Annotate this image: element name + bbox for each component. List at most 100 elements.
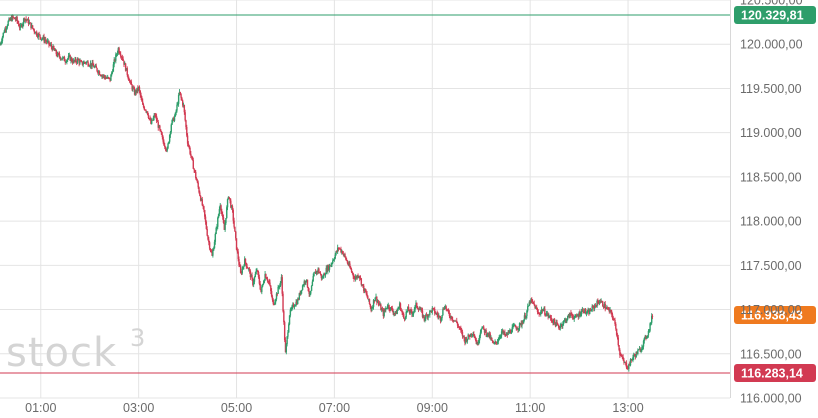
candle-body (212, 248, 215, 251)
candle-body (359, 278, 362, 280)
candle-body (123, 60, 125, 65)
candle-body (346, 260, 349, 264)
candle-body (88, 65, 90, 67)
candle-body (542, 310, 544, 312)
candle-body (315, 271, 318, 274)
candle-body (567, 314, 570, 317)
candle-body (447, 309, 449, 311)
candle-body (27, 19, 29, 21)
candle-body (639, 348, 641, 352)
candle-body (274, 299, 277, 303)
candle-body (403, 318, 406, 320)
y-tick-label: 120.000,00 (740, 38, 803, 52)
candle-body (308, 291, 310, 294)
candle-body (544, 314, 547, 316)
candle-body (501, 330, 504, 332)
candle-body (23, 18, 26, 21)
candle-body (362, 284, 364, 286)
candle-body (298, 293, 301, 300)
candle-body (83, 62, 85, 64)
candle-body (212, 250, 214, 256)
candle-body (162, 137, 164, 142)
candle-body (189, 147, 191, 154)
candle-body (36, 31, 38, 36)
candle-body (181, 97, 183, 101)
candle-body (447, 309, 450, 313)
candle-body (5, 27, 8, 30)
candle-body (533, 303, 535, 305)
candle-body (513, 325, 516, 327)
candle-body (525, 316, 527, 319)
candle-body (323, 274, 326, 276)
candle-body (626, 367, 628, 369)
candle-body (372, 300, 375, 307)
reference-badge (734, 6, 816, 25)
candle-body (539, 313, 541, 315)
candle-body (451, 319, 454, 321)
candle-body (354, 276, 357, 279)
candle-body (293, 306, 296, 308)
x-axis: 01:00 03:00 05:00 07:00 09:00 11:00 13:00 (25, 401, 644, 415)
candle-body (209, 248, 212, 251)
candle-body (280, 277, 283, 282)
candle-body (186, 135, 189, 144)
candle-body (147, 114, 150, 119)
y-tick-label: 117.000,00 (740, 303, 802, 317)
candle-body (176, 104, 178, 111)
candle-body (532, 301, 535, 304)
candle-body (50, 44, 53, 48)
candle-body (57, 53, 59, 57)
reference-badge-label: 120.329,81 (741, 9, 804, 23)
candle-body (343, 254, 345, 255)
candle-body (564, 319, 566, 321)
candle-body (16, 17, 18, 22)
candle-body (393, 313, 395, 314)
candle-body (20, 24, 22, 26)
candle-body (373, 300, 376, 302)
candle-body (275, 293, 278, 300)
candle-body (575, 315, 577, 317)
candle-body (236, 249, 239, 252)
candle-body (177, 95, 180, 104)
candle-body (649, 323, 651, 331)
candle-body (268, 281, 270, 283)
candle-body (58, 53, 60, 55)
candle-body (540, 311, 542, 315)
candle-body (148, 118, 150, 119)
candle-body (224, 223, 226, 230)
candle-body (197, 182, 199, 188)
candle-body (210, 250, 212, 253)
candle-body (389, 307, 392, 311)
candle-body (41, 38, 44, 40)
candle-body (301, 289, 303, 291)
candle-body (421, 310, 424, 317)
candle-body (85, 61, 88, 63)
candle-body (251, 275, 253, 279)
candle-body (21, 24, 23, 27)
candle-body (36, 35, 39, 37)
candle-body (45, 40, 48, 43)
candle-body (340, 248, 342, 253)
candle-body (461, 331, 464, 337)
last-price-badge (734, 306, 816, 325)
candle-body (444, 306, 447, 308)
x-tick-label: 07:00 (319, 401, 350, 415)
candle-body (191, 156, 194, 161)
candle-body (18, 23, 20, 27)
candle-body (34, 31, 36, 34)
candle-body (215, 227, 217, 235)
candle-body (63, 56, 66, 62)
candle-body (294, 305, 296, 307)
candle-body (488, 333, 491, 337)
candle-body (111, 72, 113, 75)
candle-body (261, 284, 264, 287)
candle-body (198, 187, 200, 193)
candle-body (318, 268, 320, 273)
candle-body (614, 319, 616, 324)
candle-body (92, 62, 94, 66)
candle-body (227, 196, 230, 200)
y-axis: 116.000,00 116.500,00 117.000,00 117.500,00… (730, 0, 803, 406)
candle-body (55, 49, 57, 55)
candle-body (408, 310, 411, 313)
